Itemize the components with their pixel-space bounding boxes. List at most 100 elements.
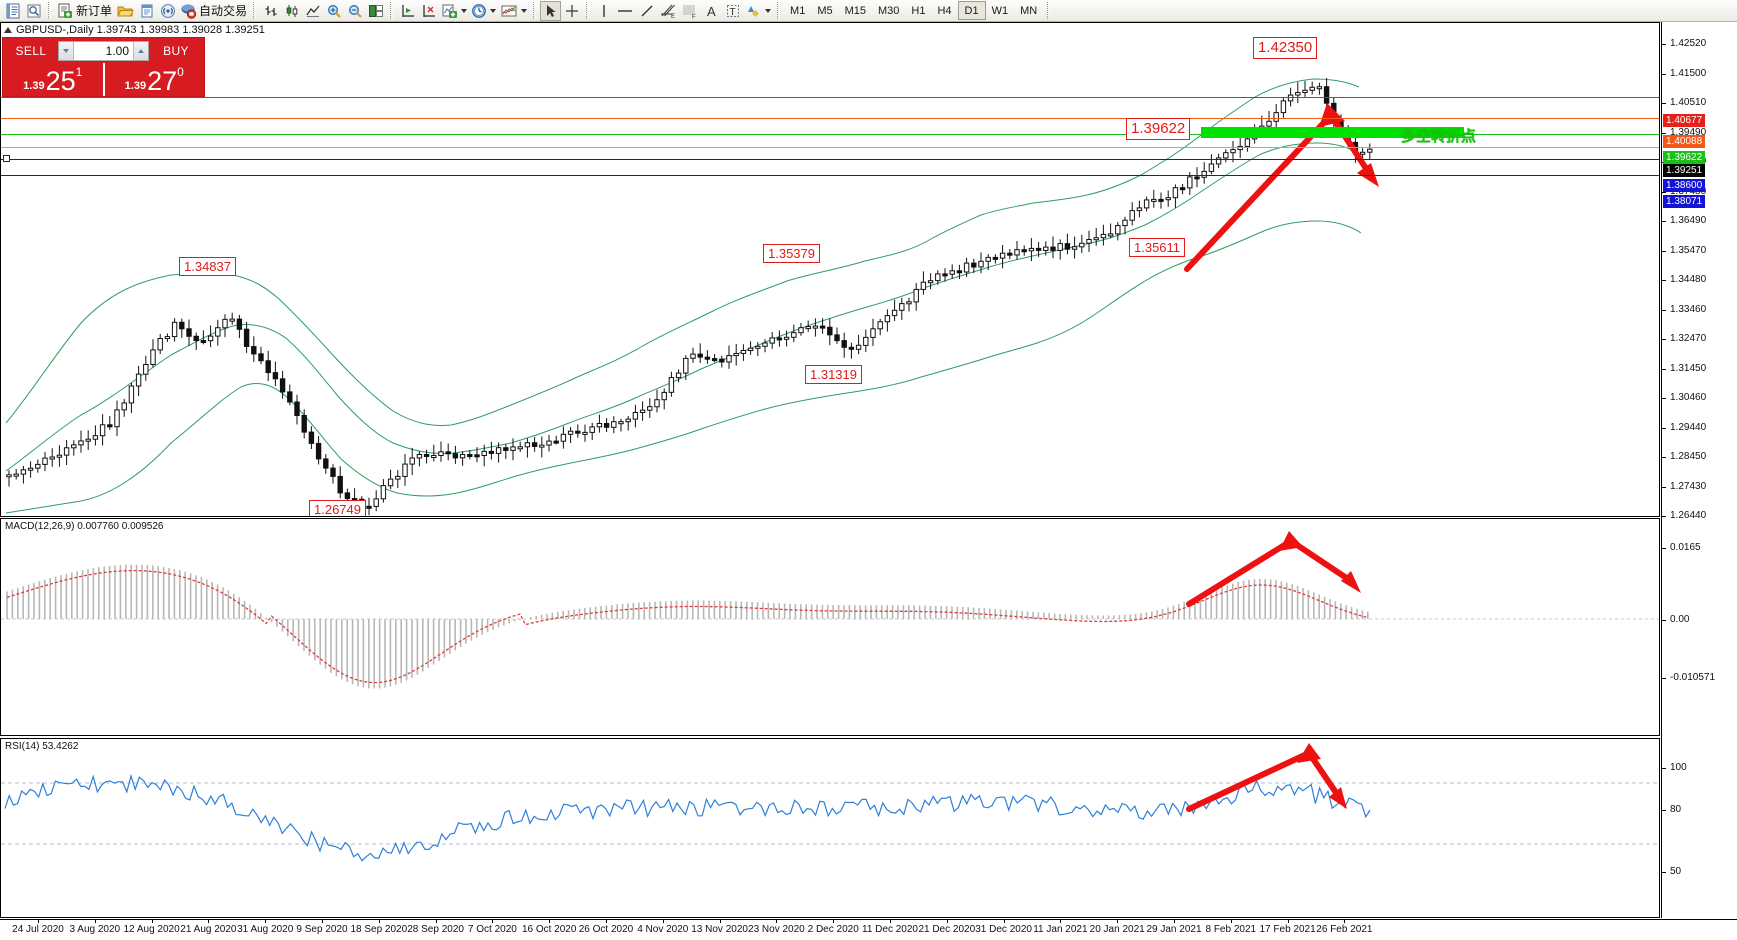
price-annotation-1-39622: 1.39622 — [1126, 118, 1191, 140]
toolbar-separator — [390, 2, 394, 19]
price-badge-1-40677[interactable]: 1.40677 — [1663, 114, 1706, 127]
timeframe-w1[interactable]: W1 — [991, 4, 1009, 17]
macd-svg — [1, 531, 1659, 689]
macd-arrow-head-up — [1279, 531, 1303, 551]
period-clock-icon[interactable] — [469, 1, 498, 21]
price-chart-pane[interactable]: 1.34837 1.26749 1.35379 1.31319 1.35611 … — [0, 22, 1660, 517]
data-window-icon[interactable] — [136, 1, 157, 21]
one-click-trading-panel[interactable]: SELL 1.00 BUY 1.39 25 1 1.39 27 0 — [2, 37, 205, 97]
turning-point-note: 多空转折点 — [1401, 128, 1477, 145]
macd-arrow-head-down — [1341, 571, 1361, 593]
price-badge-1-40088[interactable]: 1.40088 — [1663, 135, 1706, 148]
date-tick: 26 Oct 2020 — [576, 919, 636, 935]
timeframe-d1[interactable]: D1 — [957, 1, 986, 20]
price-badge-1-38071[interactable]: 1.38071 — [1663, 195, 1706, 208]
chevron-down-icon[interactable] — [521, 8, 528, 13]
trendline-icon[interactable] — [636, 1, 657, 21]
horizontal-line-icon[interactable] — [614, 1, 636, 21]
rsi-plot-area[interactable] — [1, 739, 1659, 917]
timeframe-h4[interactable]: H4 — [937, 4, 952, 17]
date-tick: 31 Dec 2020 — [975, 919, 1032, 935]
macd-plot-area[interactable] — [1, 519, 1659, 735]
templates-icon[interactable] — [498, 1, 529, 21]
price-tick-1-33460: 1.33460 — [1662, 304, 1706, 315]
timeframe-m5[interactable]: M5 — [817, 4, 833, 17]
indicators-icon[interactable] — [439, 1, 469, 21]
shapes-icon[interactable] — [743, 1, 773, 21]
arrow-head-up — [1319, 103, 1345, 127]
rsi-pane[interactable]: RSI(14) 53.4262 — [0, 738, 1660, 918]
timeframe-m1[interactable]: M1 — [790, 4, 806, 17]
price-axis[interactable]: 1.425201.415001.405101.394901.385001.374… — [1661, 22, 1737, 933]
text-icon[interactable]: A — [701, 1, 722, 21]
rsi-label: RSI(14) 53.4262 — [5, 741, 79, 752]
timeframe-m15[interactable]: M15 — [844, 4, 866, 17]
timeframe-m30[interactable]: M30 — [878, 4, 900, 17]
date-tick: 9 Sep 2020 — [292, 919, 352, 935]
autotrading-button[interactable]: 自动交易 — [178, 1, 249, 21]
collapse-triangle-icon[interactable] — [4, 26, 12, 33]
price-tick-1-27430: 1.27430 — [1662, 481, 1706, 492]
buy-button[interactable]: 1.39 27 0 — [102, 63, 205, 96]
equidistant-channel-icon[interactable]: E — [657, 1, 679, 21]
text-label-icon[interactable]: T — [722, 1, 743, 21]
price-badge-1-38600[interactable]: 1.38600 — [1663, 179, 1706, 192]
price-tick-1-29440: 1.29440 — [1662, 422, 1706, 433]
price-badge-1-39251[interactable]: 1.39251 — [1663, 164, 1706, 177]
rsi-analyst-arrows — [1186, 750, 1342, 812]
date-axis[interactable]: 24 Jul 2020 3 Aug 2020 12 Aug 2020 21 Aug 2… — [0, 919, 1737, 940]
zoom-in-icon[interactable] — [323, 1, 344, 21]
volume-increase-button[interactable] — [133, 41, 148, 60]
buy-label: BUY — [163, 43, 189, 58]
chevron-down-icon[interactable] — [490, 8, 497, 13]
new-order-button[interactable]: 新订单 — [55, 1, 114, 21]
bar-chart-icon[interactable] — [260, 1, 281, 21]
shift-end-icon[interactable] — [418, 1, 439, 21]
folder-icon[interactable] — [114, 1, 136, 21]
bollinger-lower-band — [5, 220, 1362, 514]
date-tick: 21 Dec 2020 — [918, 919, 976, 935]
macd-axis-max: 0.0165 — [1662, 542, 1701, 553]
price-tick-1-41500: 1.41500 — [1662, 68, 1706, 79]
analyst-trend-arrow-down — [1328, 112, 1372, 176]
timeframe-h1[interactable]: H1 — [911, 4, 926, 17]
timeframe-mn[interactable]: MN — [1020, 4, 1038, 17]
chevron-down-icon[interactable] — [461, 8, 468, 13]
volume-decrease-button[interactable] — [59, 41, 74, 60]
zoom-out-icon[interactable] — [344, 1, 365, 21]
macd-histogram — [6, 564, 1369, 689]
price-tick-1-36490: 1.36490 — [1662, 215, 1706, 226]
volume-value[interactable]: 1.00 — [105, 43, 129, 58]
crosshair-icon[interactable] — [561, 1, 582, 21]
rsi-line — [4, 773, 1371, 862]
tile-windows-icon[interactable] — [365, 1, 386, 21]
level-line-1-40677 — [1, 97, 1659, 98]
date-tick: 11 Dec 2020 — [860, 919, 920, 935]
symbol-ohlc-text: GBPUSD-,Daily 1.39743 1.39983 1.39028 1.… — [16, 23, 265, 36]
rsi-axis-100: 100 — [1662, 762, 1687, 773]
date-tick: 23 Nov 2020 — [748, 919, 805, 935]
date-tick: 7 Oct 2020 — [462, 919, 522, 935]
chevron-down-icon[interactable] — [765, 8, 772, 13]
broadcast-icon[interactable] — [157, 1, 178, 21]
rsi-arrow-head-down — [1329, 787, 1347, 809]
shift-start-icon[interactable] — [397, 1, 418, 21]
line-chart-icon[interactable] — [302, 1, 323, 21]
price-badge-1-39622[interactable]: 1.39622 — [1663, 151, 1706, 164]
candlestick-chart-icon[interactable] — [281, 1, 302, 21]
vertical-line-icon[interactable] — [593, 1, 614, 21]
terminal-icon[interactable] — [2, 1, 23, 21]
market-watch-icon[interactable] — [23, 1, 44, 21]
sell-button[interactable]: 1.39 25 1 — [3, 63, 103, 96]
fibonacci-icon[interactable]: F — [679, 1, 701, 21]
date-tick: 29 Jan 2021 — [1144, 919, 1204, 935]
cursor-icon[interactable] — [540, 0, 562, 21]
price-plot-area[interactable]: 1.34837 1.26749 1.35379 1.31319 1.35611 … — [1, 23, 1659, 516]
rsi-axis-80: 80 — [1662, 804, 1681, 815]
main-toolbar: 新订单 — [0, 0, 1737, 22]
volume-stepper[interactable]: 1.00 — [58, 40, 149, 61]
date-tick: 12 Aug 2020 — [123, 919, 180, 935]
price-tick-1-42520: 1.42520 — [1662, 38, 1706, 49]
macd-pane[interactable]: MACD(12,26,9) 0.007760 0.009526 — [0, 518, 1660, 736]
order-marker-square[interactable] — [3, 155, 10, 162]
